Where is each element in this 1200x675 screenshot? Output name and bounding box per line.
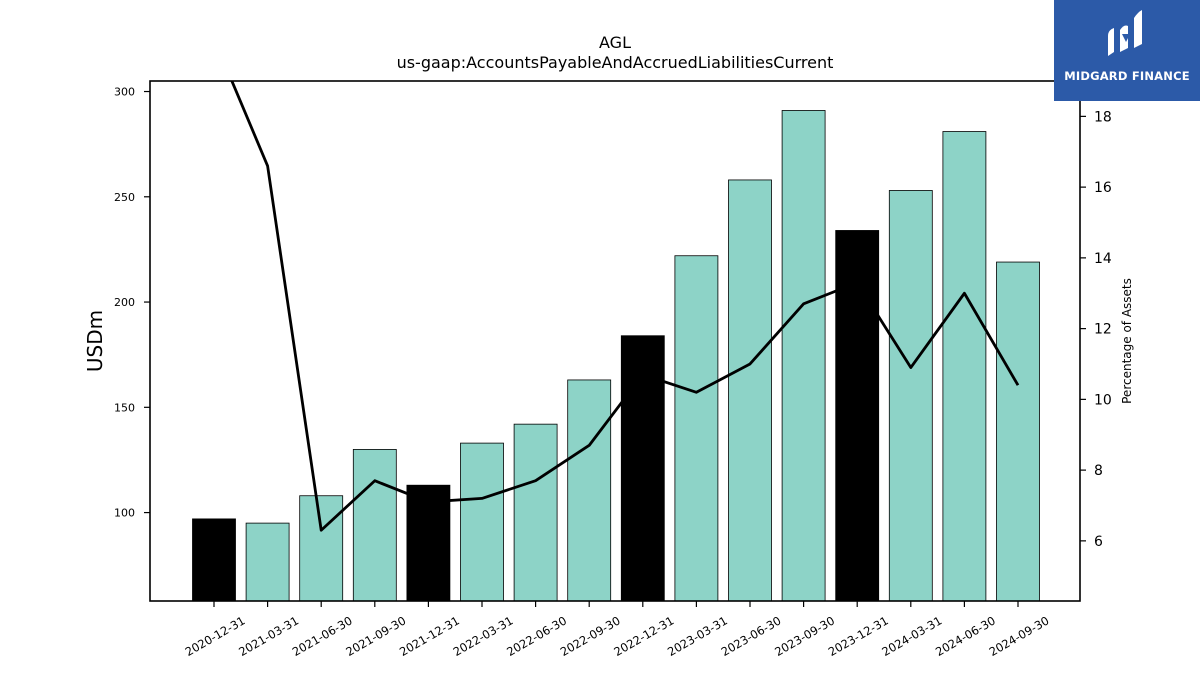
bar-2020-12-31 <box>192 518 236 602</box>
bar-2021-09-30 <box>352 449 397 602</box>
x-tick-label-2022-12-31: 2022-12-31 <box>611 613 676 659</box>
y-tick-label-250: 250 <box>114 191 135 204</box>
plot-frame <box>149 80 1081 602</box>
bar-2022-03-31 <box>460 442 504 602</box>
bar-2023-06-30 <box>728 179 772 602</box>
midgard-finance-logo: MIDGARD FINANCE <box>1054 0 1200 101</box>
y-axis-label: USDm <box>83 310 107 372</box>
x-tick-label-2023-03-31: 2023-03-31 <box>665 613 730 659</box>
x-tick-label-2023-06-30: 2023-06-30 <box>719 613 784 659</box>
bars-layer <box>192 110 1040 602</box>
y2-tick-label-6: 6 <box>1094 534 1103 550</box>
x-tick-label-2024-03-31: 2024-03-31 <box>879 613 944 659</box>
bar-2022-09-30 <box>567 379 612 602</box>
x-tick-label-2021-09-30: 2021-09-30 <box>343 613 408 659</box>
x-tick-label-2022-09-30: 2022-09-30 <box>558 613 623 659</box>
chart-subtitle: us-gaap:AccountsPayableAndAccruedLiabili… <box>397 53 834 72</box>
x-tick-label-2023-12-31: 2023-12-31 <box>826 613 891 659</box>
x-tick-label-2024-06-30: 2024-06-30 <box>933 613 998 659</box>
logo-mark-icon <box>1108 10 1142 56</box>
bar-2021-03-31 <box>245 522 290 602</box>
x-tick-label-2021-12-31: 2021-12-31 <box>397 613 462 659</box>
y-tick-label-200: 200 <box>114 296 135 309</box>
y2-tick-label-14: 14 <box>1094 251 1112 267</box>
line-layer <box>230 81 1020 532</box>
x-tick-label-2021-03-31: 2021-03-31 <box>236 613 301 659</box>
bar-2022-06-30 <box>513 423 558 602</box>
x-tick-label-2020-12-31: 2020-12-31 <box>183 613 248 659</box>
y-tick-label-300: 300 <box>114 86 135 99</box>
y-tick-label-100: 100 <box>114 507 135 520</box>
x-tick-label-2024-09-30: 2024-09-30 <box>987 613 1052 659</box>
x-tick-label-2021-06-30: 2021-06-30 <box>290 613 355 659</box>
x-tick-label-2022-03-31: 2022-03-31 <box>451 613 516 659</box>
y2-tick-label-8: 8 <box>1094 463 1103 479</box>
y2-tick-label-16: 16 <box>1094 180 1112 196</box>
bar-2023-09-30 <box>781 110 826 602</box>
y2-axis-label: Percentage of Assets <box>1120 278 1134 404</box>
x-tick-label-2023-09-30: 2023-09-30 <box>772 613 837 659</box>
bar-2024-03-31 <box>888 190 933 602</box>
bar-2024-09-30 <box>996 261 1040 602</box>
logo-text: MIDGARD FINANCE <box>1064 69 1190 83</box>
x-tick-label-2022-06-30: 2022-06-30 <box>504 613 569 659</box>
percentage-line <box>230 81 1020 532</box>
bar-2021-06-30 <box>299 495 344 602</box>
y2-tick-label-12: 12 <box>1094 322 1112 338</box>
y2-tick-label-10: 10 <box>1094 392 1112 408</box>
y2-tick-label-18: 18 <box>1094 109 1112 125</box>
y-tick-label-150: 150 <box>114 401 135 414</box>
chart-title: AGL <box>599 33 631 52</box>
bar-2023-03-31 <box>674 255 719 602</box>
bar-2024-06-30 <box>942 131 987 602</box>
bar-2021-12-31 <box>406 484 451 602</box>
bar-2023-12-31 <box>835 230 880 602</box>
